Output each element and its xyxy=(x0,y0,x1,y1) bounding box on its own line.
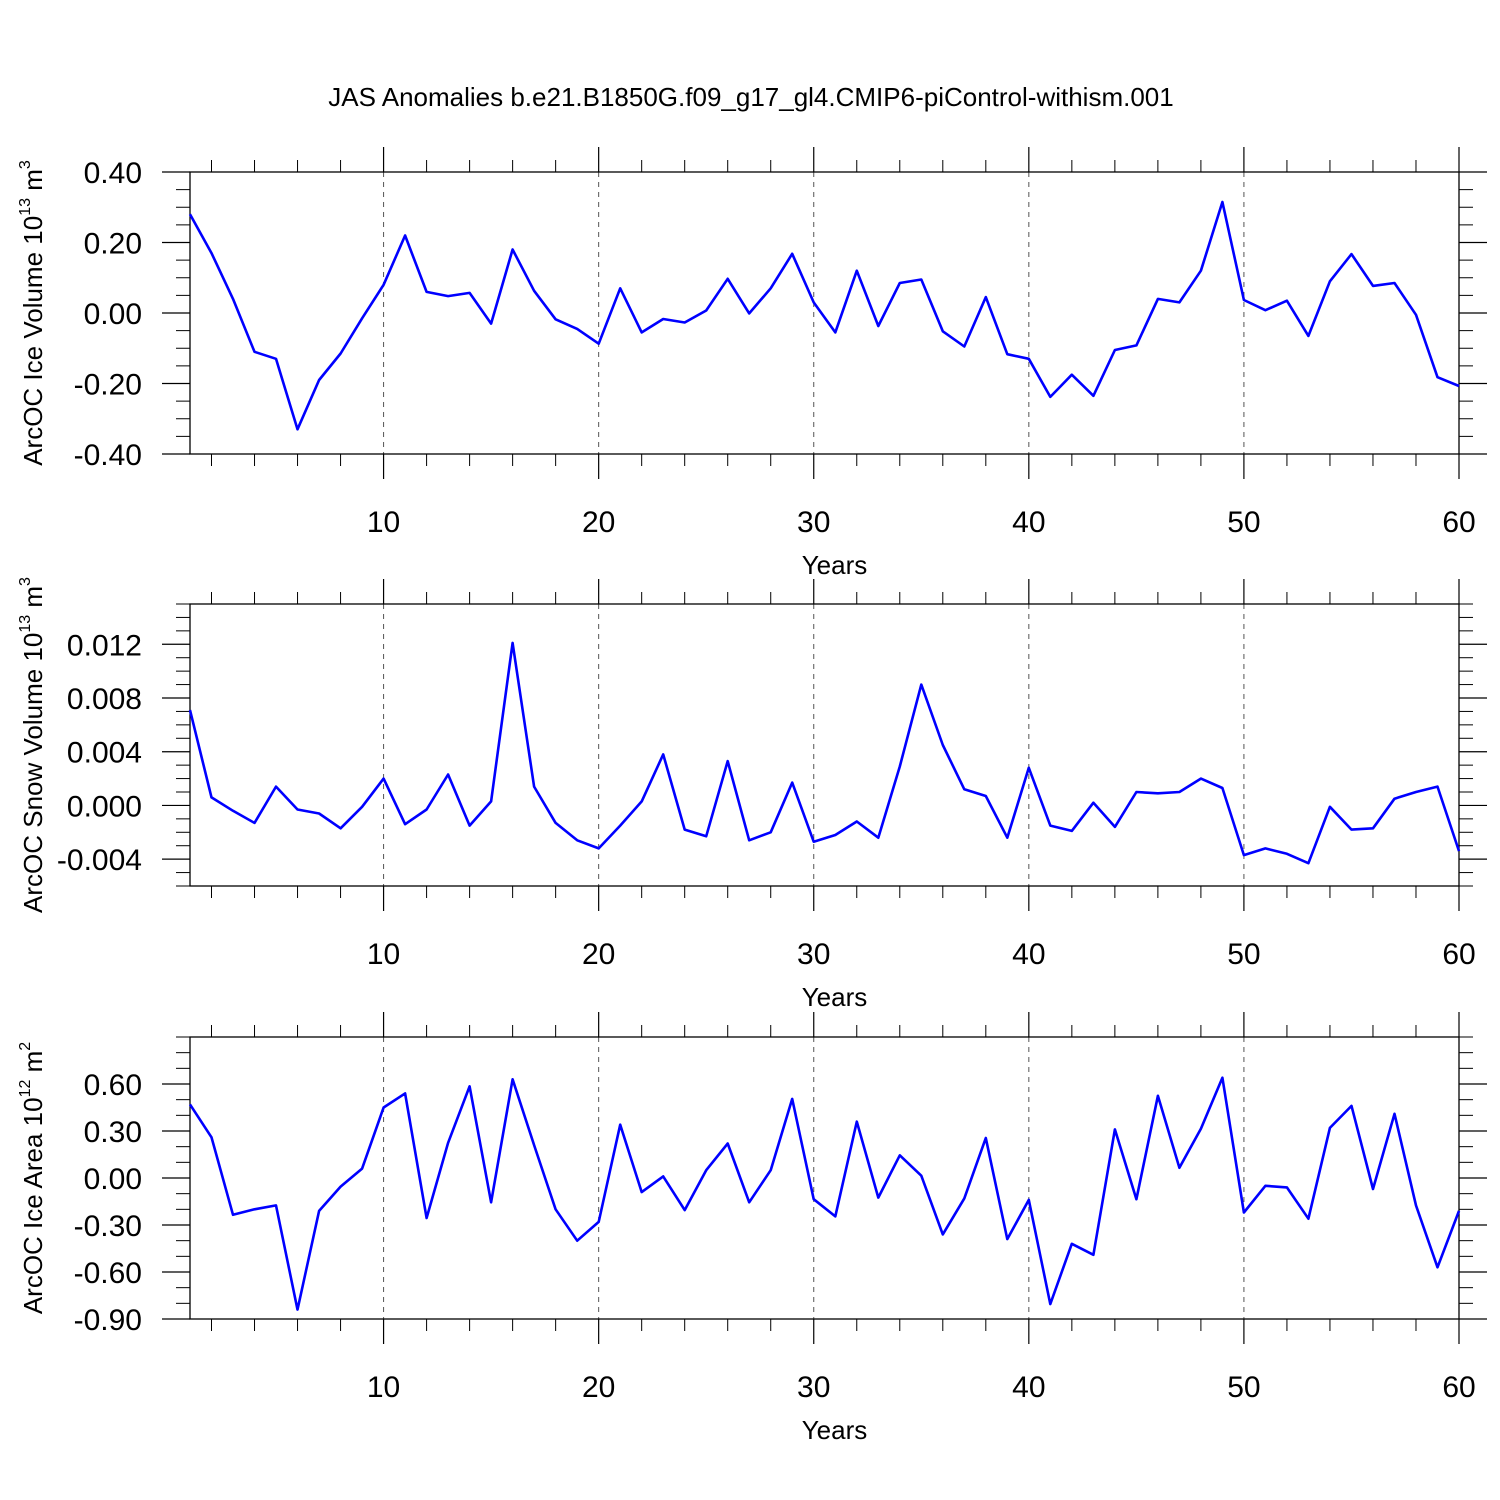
y-tick-label: 0.30 xyxy=(84,1116,142,1149)
y-tick-label: -0.40 xyxy=(74,439,142,472)
panel-2: 10 20 30 40 50 60 -0.004 0.000 0.004 0.008 0.012 Ye… xyxy=(17,577,1487,1012)
y-tick-label: 0.20 xyxy=(84,228,142,261)
y-tick-label: 0.004 xyxy=(67,737,142,770)
y-axis-label: ArcOC Snow Volume 1013 m3 xyxy=(17,577,48,913)
y-tick-label: 0.000 xyxy=(67,790,142,823)
x-tick-label: 20 xyxy=(582,506,615,539)
series-line xyxy=(188,1076,1461,1311)
plot-frame xyxy=(189,171,1460,455)
x-tick-label: 50 xyxy=(1227,938,1260,971)
plot-frame xyxy=(189,1036,1460,1320)
y-axis-label: ArcOC Ice Volume 1013 m3 xyxy=(17,160,48,466)
x-tick-label: 30 xyxy=(797,938,830,971)
series-line xyxy=(188,200,1460,431)
y-tick-label: 0.60 xyxy=(84,1069,142,1102)
x-axis-label: Years xyxy=(802,550,868,580)
x-tick-label: 60 xyxy=(1442,1371,1475,1404)
x-tick-label: 20 xyxy=(582,938,615,971)
x-tick-label: 40 xyxy=(1012,938,1045,971)
x-tick-label: 20 xyxy=(582,1371,615,1404)
x-axis-label: Years xyxy=(802,982,868,1012)
y-tick-label: -0.90 xyxy=(74,1304,142,1337)
figure-title: JAS Anomalies b.e21.B1850G.f09_g17_gl4.C… xyxy=(328,82,1173,112)
y-tick-label: -0.30 xyxy=(74,1210,142,1243)
x-tick-label: 30 xyxy=(797,506,830,539)
x-tick-label: 60 xyxy=(1442,506,1475,539)
y-tick-label: 0.40 xyxy=(84,157,142,190)
y-tick-label: 0.012 xyxy=(67,629,142,662)
plot-frame xyxy=(189,603,1460,887)
y-tick-label: 0.00 xyxy=(84,1163,142,1196)
x-axis-label: Years xyxy=(802,1415,868,1445)
y-tick-label: 0.008 xyxy=(67,683,142,716)
x-tick-label: 10 xyxy=(367,1371,400,1404)
y-tick-label: 0.00 xyxy=(84,298,142,331)
series-line xyxy=(188,641,1461,865)
panel-3: 10 20 30 40 50 60 -0.90 -0.60 -0.30 0.00 0.30 0.60 Y… xyxy=(17,1012,1487,1445)
y-tick-label: -0.20 xyxy=(74,369,142,402)
y-axis-label: ArcOC Ice Area 1012 m2 xyxy=(17,1042,48,1314)
y-tick-label: -0.60 xyxy=(74,1257,142,1290)
x-tick-label: 10 xyxy=(367,938,400,971)
x-tick-label: 60 xyxy=(1442,938,1475,971)
x-tick-label: 50 xyxy=(1227,1371,1260,1404)
x-tick-label: 30 xyxy=(797,1371,830,1404)
x-tick-label: 40 xyxy=(1012,1371,1045,1404)
y-tick-label: -0.004 xyxy=(57,844,142,877)
x-tick-label: 40 xyxy=(1012,506,1045,539)
panel-1: 10 20 30 40 50 60 -0.40 -0.20 0.00 0.20 0.40 Years A… xyxy=(17,147,1487,580)
x-tick-label: 50 xyxy=(1227,506,1260,539)
x-tick-label: 10 xyxy=(367,506,400,539)
